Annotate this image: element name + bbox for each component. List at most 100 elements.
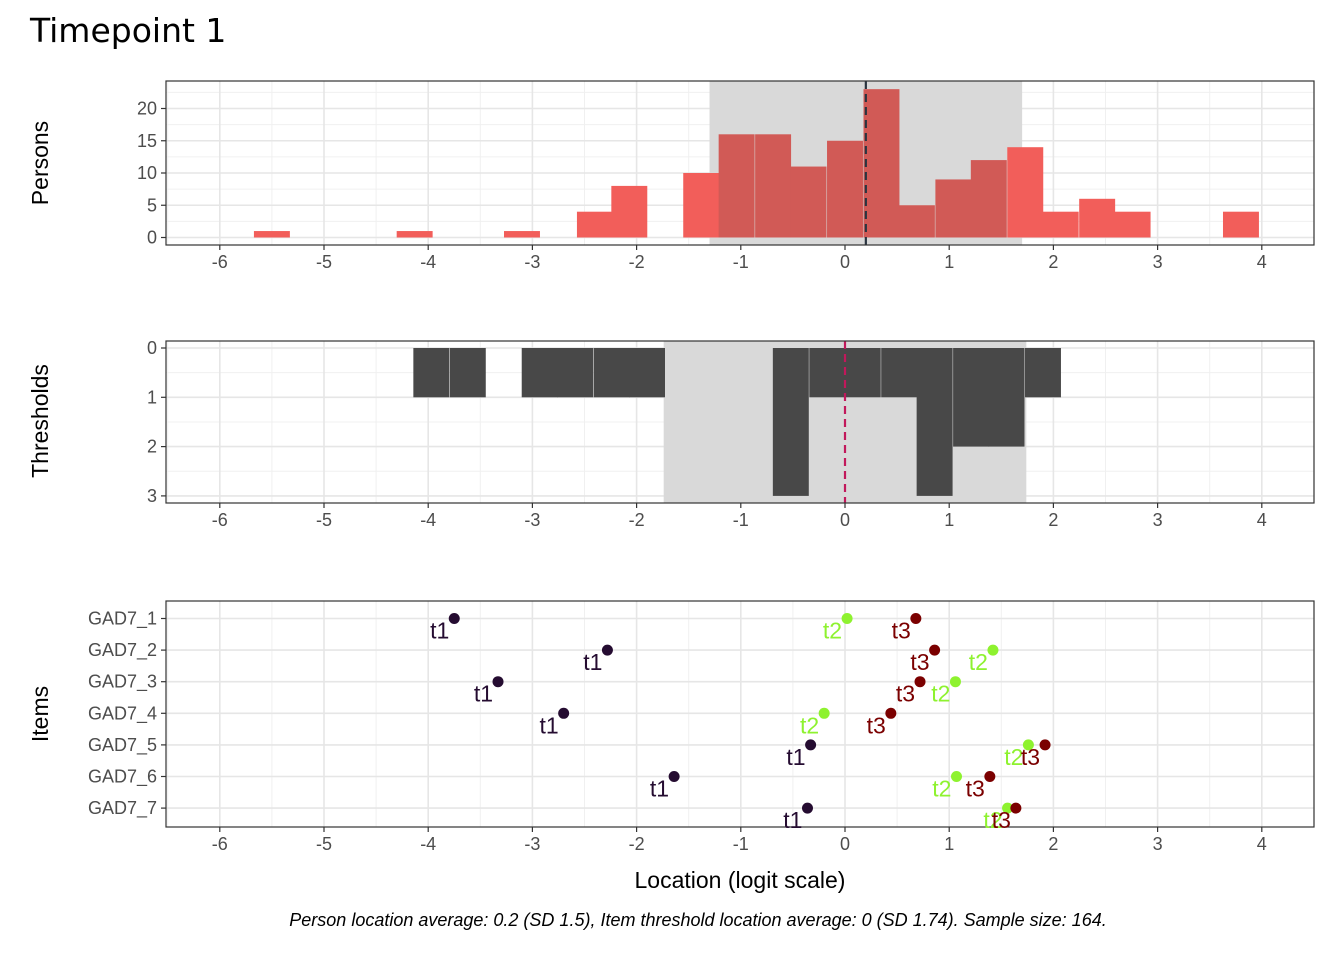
- items-y-tick-label: GAD7_6: [88, 767, 157, 788]
- items-point-label-t2: t2: [969, 649, 988, 675]
- thresholds-bar: [844, 348, 881, 398]
- thresholds-y-tick-label: 2: [147, 437, 157, 457]
- thresholds-x-tick-label: 2: [1048, 510, 1058, 530]
- persons-bar: [863, 89, 900, 238]
- persons-x-tick-label: 3: [1153, 252, 1163, 272]
- persons-bar: [1007, 147, 1044, 238]
- persons-x-tick-label: -3: [524, 252, 540, 272]
- thresholds-x-tick-label: -4: [420, 510, 436, 530]
- items-point-label-t2: t2: [1004, 744, 1023, 770]
- items-y-tick-label: GAD7_4: [88, 703, 157, 724]
- items-point-label-t1: t1: [539, 712, 558, 738]
- persons-bar: [755, 134, 792, 238]
- items-y-tick-label: GAD7_2: [88, 640, 157, 661]
- thresholds-bar: [593, 348, 630, 398]
- items-point-t3: [914, 676, 926, 688]
- items-y-tick-label: GAD7_5: [88, 735, 157, 756]
- persons-bar: [683, 173, 720, 238]
- thresholds-y-tick-label: 0: [147, 338, 157, 358]
- items-point-t1: [492, 676, 504, 688]
- items-point-label-t1: t1: [650, 776, 669, 802]
- thresholds-x-tick-label: -3: [524, 510, 540, 530]
- items-y-axis-title: Items: [27, 686, 53, 742]
- items-point-t3: [1039, 739, 1051, 751]
- thresholds-panel: 0 1 2 3 -6 -5 -4 -3 -2 -1 0 1 2 3 4 Thresholds: [27, 338, 1315, 530]
- items-x-tick-label: -3: [524, 834, 540, 854]
- persons-bar: [1079, 198, 1116, 238]
- persons-bar: [790, 166, 827, 238]
- thresholds-bar: [953, 348, 990, 447]
- items-point-label-t3: t3: [1021, 744, 1040, 770]
- items-point-t1: [558, 707, 570, 719]
- thresholds-bar: [988, 348, 1025, 447]
- items-point-label-t1: t1: [430, 618, 449, 644]
- items-point-t1: [805, 739, 817, 751]
- persons-y-tick-label: 20: [137, 99, 157, 119]
- items-point-t1: [448, 613, 460, 624]
- persons-y-tick-label: 15: [137, 131, 157, 151]
- items-x-tick-label: 1: [944, 834, 954, 854]
- thresholds-bar: [1025, 348, 1061, 398]
- persons-bar: [827, 140, 863, 238]
- items-point-t1: [801, 802, 813, 814]
- items-x-tick-label: -6: [212, 834, 228, 854]
- items-point-t3: [929, 644, 941, 656]
- persons-x-tick-label: 1: [944, 252, 954, 272]
- items-point-label-t3: t3: [867, 712, 886, 738]
- thresholds-x-tick-label: 4: [1257, 510, 1267, 530]
- thresholds-x-tick-label: -5: [316, 510, 332, 530]
- persons-y-axis-title: Persons: [27, 121, 53, 205]
- thresholds-bar: [629, 348, 665, 398]
- items-point-label-t2: t2: [823, 618, 842, 644]
- persons-bar: [1042, 211, 1079, 238]
- thresholds-x-tick-label: 3: [1153, 510, 1163, 530]
- items-point-label-t3: t3: [892, 618, 911, 644]
- items-x-tick-label: 0: [840, 834, 850, 854]
- persons-y-tick-label: 5: [147, 195, 157, 215]
- persons-bar: [504, 231, 540, 238]
- persons-bar: [898, 205, 935, 238]
- items-point-label-t3: t3: [992, 807, 1011, 833]
- persons-bar: [935, 179, 972, 238]
- thresholds-y-tick-label: 1: [147, 387, 157, 407]
- items-point-label-t1: t1: [783, 807, 802, 833]
- persons-y-tick-label: 0: [147, 228, 157, 248]
- persons-bar: [1114, 211, 1151, 238]
- persons-bar: [576, 211, 613, 238]
- items-x-tick-label: 2: [1048, 834, 1058, 854]
- thresholds-x-tick-label: 1: [944, 510, 954, 530]
- items-point-label-t2: t2: [931, 681, 950, 707]
- items-point-t2: [950, 771, 962, 782]
- persons-x-tick-label: 0: [840, 252, 850, 272]
- thresholds-x-tick-label: -6: [212, 510, 228, 530]
- items-point-t3: [984, 771, 996, 782]
- thresholds-bar: [521, 348, 558, 398]
- persons-x-tick-label: -1: [733, 252, 749, 272]
- persons-bar: [396, 231, 433, 238]
- persons-x-tick-label: 4: [1257, 252, 1267, 272]
- items-point-label-t3: t3: [896, 681, 915, 707]
- persons-y-tick-label: 10: [137, 163, 157, 183]
- items-point-label-t2: t2: [800, 712, 819, 738]
- persons-bar: [970, 160, 1007, 238]
- items-y-tick-label: GAD7_3: [88, 672, 157, 693]
- persons-x-tick-label: 2: [1048, 252, 1058, 272]
- persons-x-tick-label: -2: [629, 252, 645, 272]
- items-point-t3: [1010, 802, 1022, 814]
- items-point-t3: [910, 613, 922, 624]
- items-y-tick-label: GAD7_1: [88, 609, 157, 630]
- items-panel-border: [165, 600, 1315, 828]
- thresholds-bar: [916, 348, 953, 496]
- items-x-tick-label: 4: [1257, 834, 1267, 854]
- thresholds-x-tick-label: -1: [733, 510, 749, 530]
- thresholds-bar: [881, 348, 918, 398]
- persons-x-tick-label: -5: [316, 252, 332, 272]
- items-y-tick-label: GAD7_7: [88, 798, 157, 819]
- thresholds-bar: [449, 348, 486, 398]
- thresholds-bar: [772, 348, 809, 496]
- items-x-tick-label: 3: [1153, 834, 1163, 854]
- items-point-label-t1: t1: [786, 744, 805, 770]
- items-x-tick-label: -2: [629, 834, 645, 854]
- items-x-tick-label: -1: [733, 834, 749, 854]
